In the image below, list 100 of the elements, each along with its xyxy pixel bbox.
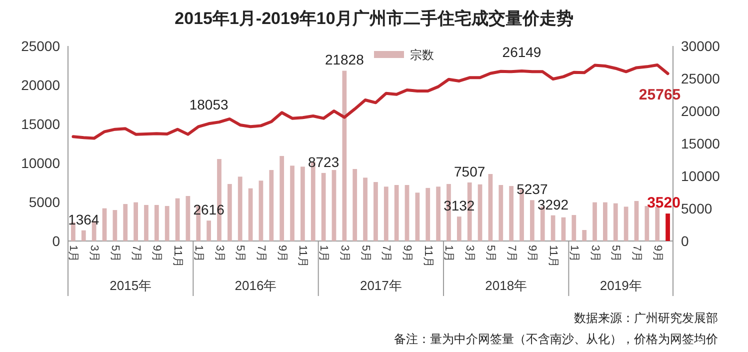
bar — [374, 182, 378, 241]
y2-tick-label: 15000 — [681, 136, 720, 152]
bar — [634, 200, 639, 241]
x-tick-label: 1月 — [318, 245, 330, 262]
x-tick-label: 11月 — [296, 245, 309, 268]
x-tick-label: 11月 — [422, 245, 434, 268]
data-label: 25765 — [638, 86, 681, 104]
y2-tick-label: 10000 — [681, 168, 720, 184]
bar — [509, 186, 514, 241]
bar — [112, 210, 118, 241]
bar — [144, 204, 148, 241]
text: 备注：量为中介网签量（不含南沙、从化），价格为网签均价 — [394, 332, 718, 346]
y-tick-label: 5000 — [28, 194, 60, 210]
x-tick-label: 5月 — [610, 245, 622, 262]
data-label: 18053 — [189, 96, 228, 113]
data-label: 26149 — [502, 44, 542, 60]
x-tick-label: 9月 — [651, 245, 664, 262]
x-tick-label: 9月 — [401, 245, 414, 262]
bar — [352, 169, 358, 241]
x-tick-label: 3月 — [588, 245, 601, 262]
data-label: 3132 — [444, 198, 475, 214]
x-tick-label: 1月 — [192, 245, 204, 262]
bar — [269, 170, 274, 241]
data-label: 2616 — [193, 202, 225, 218]
x-tick-label: 7月 — [254, 245, 267, 262]
bar — [238, 176, 242, 241]
x-tick-label: 5月 — [484, 245, 496, 262]
bar — [102, 208, 107, 241]
source-note: 数据来源：广州研究发展部 — [574, 311, 718, 325]
bar — [530, 200, 534, 241]
bar — [603, 202, 608, 241]
data-label: 3292 — [537, 196, 569, 212]
y-tick-label: 25000 — [21, 38, 60, 54]
data-label: 8723 — [308, 154, 340, 170]
bar — [321, 172, 326, 241]
text: 2018年 — [485, 278, 528, 293]
bar — [290, 166, 294, 241]
y-tick-label: 15000 — [21, 116, 60, 132]
bar — [123, 204, 128, 241]
bar — [550, 215, 556, 241]
bar — [415, 192, 420, 241]
bar — [363, 178, 368, 241]
bar — [394, 184, 399, 241]
x-tick-label: 1月 — [67, 245, 80, 262]
bar — [227, 184, 232, 241]
x-tick-label: 5月 — [234, 245, 246, 262]
data-label: 5237 — [516, 181, 548, 198]
data-label: 7507 — [454, 163, 486, 180]
bar — [478, 184, 482, 241]
bar — [592, 202, 597, 241]
chart-title: 2015年1月-2019年10月广州市二手住宅成交量价走势 — [174, 9, 574, 28]
bar — [644, 206, 650, 241]
bar — [488, 174, 493, 241]
bar — [436, 186, 440, 241]
bar — [655, 206, 660, 241]
bar — [300, 166, 305, 241]
x-tick-label: 3月 — [464, 245, 476, 262]
bar — [498, 184, 504, 241]
bar — [342, 70, 347, 241]
bar — [164, 206, 170, 241]
x-tick-label: 1月 — [442, 245, 455, 262]
x-tick-label: 11月 — [172, 245, 184, 268]
x-tick-label: 3月 — [213, 245, 226, 262]
bar — [384, 186, 388, 241]
y-tick-label: 0 — [52, 233, 60, 249]
x-tick-label: 1月 — [568, 245, 580, 262]
y-tick-label: 20000 — [21, 77, 60, 93]
bar — [248, 188, 253, 241]
bar — [582, 230, 587, 241]
bar — [613, 203, 618, 241]
x-tick-label: 9月 — [150, 245, 163, 262]
y2-tick-label: 30000 — [681, 38, 720, 54]
bar — [426, 188, 430, 241]
text: 2015年 — [110, 278, 152, 293]
x-tick-label: 7月 — [630, 245, 642, 262]
x-tick-label: 7月 — [380, 245, 392, 262]
x-tick-label: 3月 — [88, 245, 100, 262]
x-tick-label: 3月 — [338, 245, 350, 262]
y-tick-label: 10000 — [21, 155, 60, 171]
x-tick-label: 11月 — [547, 245, 560, 268]
bar — [175, 198, 180, 241]
bar — [666, 214, 670, 241]
bar — [624, 206, 628, 241]
bar — [404, 184, 410, 241]
data-label: 1364 — [68, 211, 100, 228]
y2-tick-label: 25000 — [681, 70, 720, 86]
legend-label: 宗数 — [410, 48, 434, 62]
bar — [561, 217, 566, 241]
x-tick-label: 7月 — [505, 245, 518, 262]
x-tick-label: 7月 — [130, 245, 142, 262]
bar — [258, 180, 264, 241]
x-tick-label: 5月 — [108, 245, 121, 262]
data-label: 21828 — [324, 52, 364, 68]
bar — [332, 170, 336, 241]
data-label: 3520 — [647, 194, 680, 212]
y2-tick-label: 20000 — [681, 103, 720, 119]
text: 2016年 — [234, 278, 277, 293]
bar — [456, 216, 462, 241]
text: 2019年 — [600, 278, 642, 293]
bar — [81, 230, 86, 241]
